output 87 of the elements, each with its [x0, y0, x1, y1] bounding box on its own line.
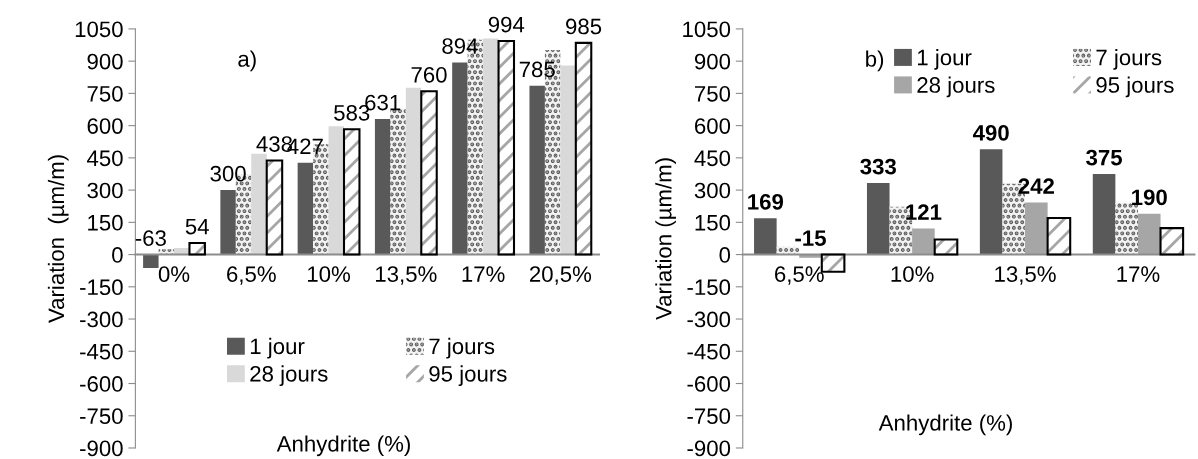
legend-label: 7 jours — [429, 337, 495, 359]
annotation: a) — [238, 50, 256, 72]
y-tick-label: 900 — [694, 53, 731, 70]
bar — [529, 85, 545, 255]
bar — [560, 65, 576, 255]
bar — [1025, 202, 1048, 255]
x-tick-label: 13,5% — [995, 266, 1056, 285]
data-label: 375 — [1086, 149, 1122, 166]
bar — [979, 149, 1003, 255]
y-tick-label: -900 — [80, 440, 123, 457]
data-label: -15 — [795, 230, 826, 247]
bar — [158, 249, 175, 255]
y-tick-label: -750 — [687, 408, 731, 425]
bar — [1092, 173, 1116, 255]
y-tick-label: 1050 — [75, 21, 123, 38]
y-tick-label: -150 — [80, 279, 123, 296]
y-tick-label: -600 — [80, 376, 123, 392]
x-tick-label: 17% — [462, 266, 505, 282]
legend-label: 28 jours — [250, 365, 328, 387]
y-tick-label: 150 — [88, 214, 123, 231]
y-tick-label: -900 — [687, 440, 731, 457]
x-tick-label: 10% — [891, 266, 934, 282]
bar — [220, 190, 236, 255]
y-tick-label: 300 — [694, 182, 731, 199]
bar — [251, 153, 267, 255]
y-tick-label: 450 — [87, 150, 123, 167]
x-tick-label: 20,5% — [529, 266, 592, 285]
bar — [374, 118, 391, 255]
y-tick-label: 300 — [87, 182, 123, 199]
x-tick-label: 13,5% — [376, 266, 437, 285]
data-label: 985 — [566, 18, 602, 35]
data-label: 190 — [1132, 189, 1167, 206]
x-tick-label: 0% — [158, 266, 190, 282]
y-tick-label: 450 — [694, 150, 731, 167]
bar — [143, 254, 159, 269]
annotation: b) — [866, 50, 884, 72]
y-tick-label: -300 — [80, 311, 123, 328]
bar — [866, 183, 890, 255]
legend-label: 95 jours — [429, 365, 507, 387]
y-tick-label: -450 — [80, 343, 123, 360]
y-tick-label: 1050 — [683, 21, 731, 38]
legend-label: 1 jour — [250, 337, 305, 359]
y-tick-label: 750 — [695, 85, 731, 102]
x-axis-title: Anhydrite (%) — [276, 435, 410, 457]
data-label: 54 — [185, 218, 209, 235]
legend-label: 1 jour — [918, 49, 972, 70]
y-tick-label: 150 — [695, 214, 731, 231]
bar — [754, 218, 777, 255]
y-tick-label: 600 — [87, 118, 123, 134]
y-tick-label: 600 — [695, 118, 731, 134]
bar — [297, 162, 314, 255]
data-label: 894 — [442, 38, 478, 54]
y-tick-label: -750 — [80, 408, 123, 425]
x-tick-label: 17% — [1117, 266, 1160, 282]
data-label: 785 — [519, 61, 555, 78]
data-label: -63 — [135, 230, 166, 247]
data-label: 333 — [860, 158, 896, 175]
data-label: 242 — [1018, 178, 1054, 194]
legend-label: 7 jours — [1096, 49, 1162, 70]
data-label: 121 — [906, 204, 942, 220]
x-tick-label: 10% — [308, 266, 350, 282]
y-tick-label: -300 — [687, 311, 731, 328]
y-tick-label: 0 — [719, 247, 731, 263]
x-tick-label: 6,5% — [227, 266, 276, 285]
bar — [328, 126, 345, 255]
legend-label: 95 jours — [1096, 76, 1174, 98]
data-label: 490 — [972, 124, 1009, 141]
x-axis-title: Anhydrite (%) — [878, 414, 1012, 436]
data-label: 760 — [411, 66, 447, 83]
data-label: 169 — [748, 193, 784, 210]
bar — [483, 38, 499, 255]
y-tick-label: 0 — [112, 247, 123, 263]
y-tick-label: 750 — [87, 85, 123, 102]
y-tick-label: -150 — [687, 279, 731, 296]
y-tick-label: -450 — [687, 343, 731, 360]
data-label: 994 — [488, 16, 525, 33]
bar — [912, 228, 935, 255]
bar — [1137, 213, 1161, 255]
legend-label: 28 jours — [917, 76, 995, 98]
y-tick-label: -600 — [687, 376, 731, 392]
y-axis-title: Variation (µm/m) — [47, 155, 69, 323]
y-tick-label: 900 — [87, 53, 123, 70]
data-label: 300 — [210, 165, 246, 182]
y-axis-title: Variation (µm/m) — [655, 158, 676, 320]
bar — [405, 87, 422, 255]
x-tick-label: 6,5% — [775, 266, 824, 285]
bar — [452, 62, 468, 255]
